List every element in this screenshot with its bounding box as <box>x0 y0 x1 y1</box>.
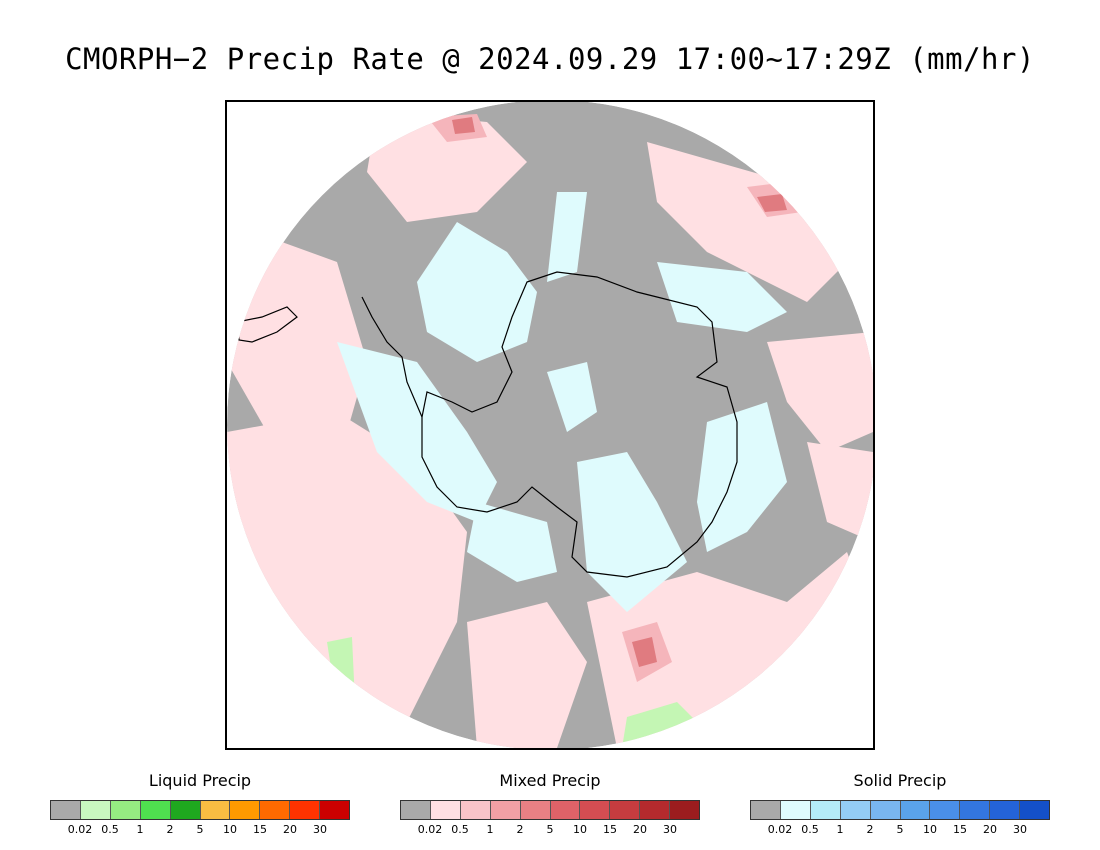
legend-swatch <box>930 801 961 819</box>
legend-colorbar <box>50 800 350 820</box>
legend-swatch <box>140 801 171 819</box>
solid-precip-region <box>417 222 537 362</box>
legend-swatch <box>401 801 431 819</box>
legend-swatch <box>751 801 781 819</box>
legend-swatch <box>520 801 551 819</box>
precip-field <box>227 102 873 748</box>
legend-swatch <box>110 801 141 819</box>
legend-tick-label: 2 <box>166 823 174 836</box>
legend-swatch <box>260 801 291 819</box>
solid-precip-region <box>467 502 557 582</box>
legend-tick-label: 10 <box>223 823 237 836</box>
legend-title: Liquid Precip <box>148 771 252 790</box>
mixed-precip-heavy <box>632 637 657 667</box>
solid-precip-region <box>697 402 787 552</box>
antarctica-coastline <box>421 271 738 578</box>
mixed-precip-region <box>647 142 847 302</box>
antarctic-peninsula-coastline <box>361 296 423 418</box>
legend-swatch <box>810 801 841 819</box>
legend-swatch <box>870 801 901 819</box>
legend-swatch <box>780 801 811 819</box>
legend-tick-label: 1 <box>836 823 844 836</box>
solid-precip-region <box>547 362 597 432</box>
legend-swatch <box>290 801 321 819</box>
legend-swatch <box>840 801 871 819</box>
mixed-precip-region <box>767 332 873 452</box>
mixed-precip-legend: Mixed Precip 0.02 0.5 1 2 5 10 15 20 30 <box>400 770 700 836</box>
legend-swatch <box>550 801 581 819</box>
legend-tick-label: 0.02 <box>67 823 93 836</box>
legend-swatch <box>990 801 1021 819</box>
legend-swatch <box>900 801 931 819</box>
legend-swatch <box>960 801 991 819</box>
legend-tick-label: 10 <box>923 823 937 836</box>
legend-tick-label: 5 <box>896 823 904 836</box>
legend-tick-label: 0.02 <box>767 823 793 836</box>
solid-precip-region <box>657 262 787 332</box>
legend-tick-label: 10 <box>573 823 587 836</box>
legend-tick-label: 5 <box>196 823 204 836</box>
legend-tick-label: 20 <box>283 823 297 836</box>
solid-precip-region <box>337 342 497 522</box>
legend-colorbar <box>400 800 700 820</box>
legend-tick-label: 2 <box>516 823 524 836</box>
legend-tick-label: 1 <box>136 823 144 836</box>
precip-map-graphic <box>227 102 873 748</box>
solid-precip-legend: Solid Precip 0.02 0.5 1 2 5 10 15 20 30 <box>750 770 1050 836</box>
solid-precip-region <box>547 192 587 282</box>
legend-swatch <box>320 801 350 819</box>
legend-tick-label: 15 <box>253 823 267 836</box>
legend-swatch <box>230 801 261 819</box>
chart-title: CMORPH−2 Precip Rate @ 2024.09.29 17:00~… <box>65 42 1035 76</box>
legend-tick-label: 15 <box>603 823 617 836</box>
legend-swatch <box>430 801 461 819</box>
legend-swatch <box>1020 801 1050 819</box>
legend-swatch <box>51 801 81 819</box>
legend-colorbar <box>750 800 1050 820</box>
legend-tick-label: 5 <box>546 823 554 836</box>
legend-tick-label: 1 <box>486 823 494 836</box>
legend-swatch <box>610 801 641 819</box>
legend-tick-label: 30 <box>663 823 677 836</box>
legend-swatch <box>580 801 611 819</box>
legend-tick-label: 30 <box>313 823 327 836</box>
legend-swatch <box>460 801 491 819</box>
liquid-precip-legend: Liquid Precip 0.02 0.5 1 2 5 10 15 20 30 <box>50 770 350 836</box>
legend-tick-label: 0.5 <box>801 823 819 836</box>
legend-tick-label: 30 <box>1013 823 1027 836</box>
mixed-precip-region <box>367 112 527 222</box>
legend-swatch <box>80 801 111 819</box>
solid-precip-region <box>577 452 687 612</box>
legend-tick-label: 2 <box>866 823 874 836</box>
polar-map <box>225 100 875 750</box>
mixed-precip-region <box>467 602 587 748</box>
legend-swatch <box>170 801 201 819</box>
mixed-precip-heavy <box>757 194 787 212</box>
legend-tick-label: 15 <box>953 823 967 836</box>
legend-tick-label: 0.5 <box>101 823 119 836</box>
mixed-precip-heavy <box>452 117 475 134</box>
legend-tick-label: 20 <box>983 823 997 836</box>
legend-swatch <box>640 801 671 819</box>
south-america-coastline <box>236 306 298 343</box>
legend-swatch <box>670 801 700 819</box>
legend-title: Solid Precip <box>853 771 947 790</box>
mixed-precip-region <box>807 442 873 542</box>
legend-tick-label: 20 <box>633 823 647 836</box>
legend-title: Mixed Precip <box>499 771 601 790</box>
liquid-precip-region <box>622 702 697 748</box>
legend-tick-label: 0.5 <box>451 823 469 836</box>
legend-swatch <box>490 801 521 819</box>
legend-swatch <box>200 801 231 819</box>
legend-tick-label: 0.02 <box>417 823 443 836</box>
